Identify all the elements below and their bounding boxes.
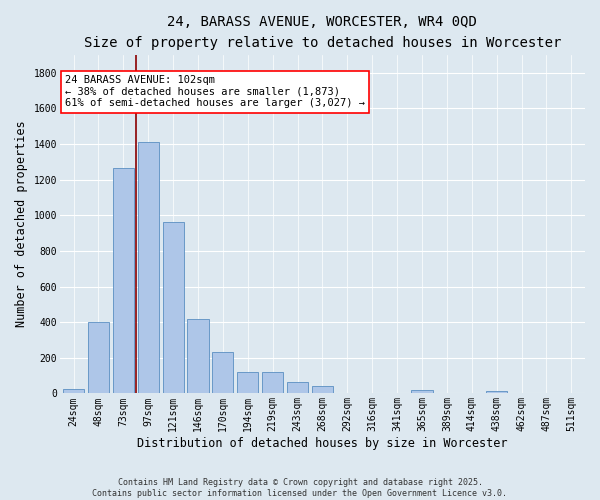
Bar: [212, 352, 233, 394]
Y-axis label: Number of detached properties: Number of detached properties: [15, 121, 28, 328]
Bar: [88, 322, 109, 394]
Text: 24 BARASS AVENUE: 102sqm
← 38% of detached houses are smaller (1,873)
61% of sem: 24 BARASS AVENUE: 102sqm ← 38% of detach…: [65, 75, 365, 108]
Bar: [287, 382, 308, 394]
Bar: [187, 320, 209, 394]
Title: 24, BARASS AVENUE, WORCESTER, WR4 0QD
Size of property relative to detached hous: 24, BARASS AVENUE, WORCESTER, WR4 0QD Si…: [84, 15, 561, 50]
Bar: [262, 372, 283, 394]
Bar: [63, 389, 84, 394]
Text: Contains HM Land Registry data © Crown copyright and database right 2025.
Contai: Contains HM Land Registry data © Crown c…: [92, 478, 508, 498]
Bar: [137, 142, 159, 394]
Bar: [163, 222, 184, 394]
Bar: [412, 390, 433, 394]
Bar: [113, 168, 134, 394]
Bar: [486, 390, 507, 394]
X-axis label: Distribution of detached houses by size in Worcester: Distribution of detached houses by size …: [137, 437, 508, 450]
Bar: [237, 372, 259, 394]
Bar: [312, 386, 333, 394]
